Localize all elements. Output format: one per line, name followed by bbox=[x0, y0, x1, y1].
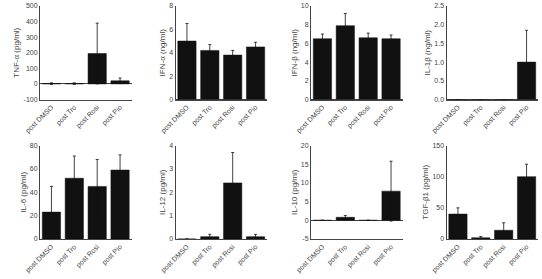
svg-text:0: 0 bbox=[169, 235, 173, 242]
svg-text:post Pio: post Pio bbox=[507, 104, 531, 128]
svg-text:IFN-β (ng/ml): IFN-β (ng/ml) bbox=[290, 29, 299, 77]
svg-text:300: 300 bbox=[26, 34, 38, 41]
svg-text:post Tro: post Tro bbox=[326, 243, 350, 267]
svg-text:post Tro: post Tro bbox=[55, 243, 79, 267]
svg-text:8: 8 bbox=[305, 21, 309, 28]
svg-text:150: 150 bbox=[432, 142, 444, 149]
svg-text:-5: -5 bbox=[302, 235, 308, 242]
svg-text:400: 400 bbox=[26, 18, 38, 25]
svg-text:post Tro: post Tro bbox=[190, 104, 214, 128]
svg-text:2.0: 2.0 bbox=[434, 21, 444, 28]
svg-text:post Pio: post Pio bbox=[371, 104, 395, 128]
svg-text:3: 3 bbox=[169, 165, 173, 172]
svg-text:post Rosi: post Rosi bbox=[210, 243, 237, 270]
svg-text:2: 2 bbox=[169, 189, 173, 196]
svg-text:post Rosi: post Rosi bbox=[346, 103, 373, 130]
svg-text:post Pio: post Pio bbox=[236, 104, 260, 128]
svg-text:post DMSO: post DMSO bbox=[24, 103, 56, 135]
svg-text:0.0: 0.0 bbox=[434, 96, 444, 103]
svg-text:IL-10 (pg/ml): IL-10 (pg/ml) bbox=[290, 169, 299, 215]
svg-text:post DMSO: post DMSO bbox=[160, 103, 192, 135]
svg-text:IFN-α (ng/ml): IFN-α (ng/ml) bbox=[158, 29, 167, 77]
svg-text:post Tro: post Tro bbox=[190, 243, 214, 267]
svg-text:20: 20 bbox=[30, 212, 38, 219]
svg-text:20: 20 bbox=[301, 142, 309, 149]
svg-text:post Tro: post Tro bbox=[461, 104, 485, 128]
svg-text:-100: -100 bbox=[24, 96, 38, 103]
svg-text:post DMSO: post DMSO bbox=[295, 103, 327, 135]
svg-text:post Pio: post Pio bbox=[371, 243, 395, 267]
svg-text:10: 10 bbox=[301, 179, 309, 186]
svg-text:100: 100 bbox=[26, 65, 38, 72]
svg-text:4: 4 bbox=[169, 142, 173, 149]
svg-text:0: 0 bbox=[34, 80, 38, 87]
svg-text:post Pio: post Pio bbox=[100, 243, 124, 267]
svg-text:6: 6 bbox=[169, 26, 173, 33]
svg-text:2.5: 2.5 bbox=[434, 2, 444, 9]
svg-text:IL-1β (ng/ml): IL-1β (ng/ml) bbox=[423, 30, 432, 76]
svg-text:IL-6 (pg/ml): IL-6 (pg/ml) bbox=[19, 171, 28, 212]
svg-text:6: 6 bbox=[305, 40, 309, 47]
svg-text:15: 15 bbox=[301, 161, 309, 168]
svg-text:IL-12 (pg/ml): IL-12 (pg/ml) bbox=[158, 169, 167, 215]
svg-text:0.5: 0.5 bbox=[434, 77, 444, 84]
svg-text:post Rosi: post Rosi bbox=[346, 243, 373, 270]
svg-text:TGF-β1 (pg/ml): TGF-β1 (pg/ml) bbox=[421, 165, 430, 220]
svg-text:4: 4 bbox=[305, 59, 309, 66]
svg-text:1.5: 1.5 bbox=[434, 40, 444, 47]
svg-text:4: 4 bbox=[169, 49, 173, 56]
svg-text:2: 2 bbox=[169, 73, 173, 80]
svg-text:5: 5 bbox=[305, 198, 309, 205]
svg-text:1: 1 bbox=[169, 212, 173, 219]
svg-text:post DMSO: post DMSO bbox=[431, 103, 463, 135]
svg-text:post Rosi: post Rosi bbox=[481, 103, 508, 130]
svg-text:post Rosi: post Rosi bbox=[210, 103, 237, 130]
svg-text:post Rosi: post Rosi bbox=[75, 243, 102, 270]
svg-text:0: 0 bbox=[440, 235, 444, 242]
svg-text:post DMSO: post DMSO bbox=[24, 243, 56, 275]
svg-text:0: 0 bbox=[305, 96, 309, 103]
svg-text:post DMSO: post DMSO bbox=[160, 243, 192, 275]
svg-text:8: 8 bbox=[169, 2, 173, 9]
svg-text:post Pio: post Pio bbox=[236, 243, 260, 267]
svg-text:TNF-α (pg/ml): TNF-α (pg/ml) bbox=[12, 27, 21, 77]
svg-text:0: 0 bbox=[34, 235, 38, 242]
svg-text:200: 200 bbox=[26, 49, 38, 56]
svg-text:1.0: 1.0 bbox=[434, 59, 444, 66]
svg-text:0: 0 bbox=[169, 96, 173, 103]
svg-text:post Tro: post Tro bbox=[326, 104, 350, 128]
svg-text:60: 60 bbox=[30, 165, 38, 172]
svg-text:post Tro: post Tro bbox=[55, 104, 79, 128]
svg-text:10: 10 bbox=[301, 2, 309, 9]
svg-text:post DMSO: post DMSO bbox=[431, 243, 463, 275]
svg-text:80: 80 bbox=[30, 142, 38, 149]
svg-text:post Rosi: post Rosi bbox=[481, 243, 508, 270]
svg-text:0: 0 bbox=[305, 217, 309, 224]
svg-text:50: 50 bbox=[436, 204, 444, 211]
svg-text:post Pio: post Pio bbox=[100, 104, 124, 128]
svg-text:post DMSO: post DMSO bbox=[295, 243, 327, 275]
svg-text:40: 40 bbox=[30, 189, 38, 196]
svg-text:2: 2 bbox=[305, 77, 309, 84]
svg-text:post Pio: post Pio bbox=[507, 243, 531, 267]
svg-text:500: 500 bbox=[26, 2, 38, 9]
svg-text:100: 100 bbox=[432, 173, 444, 180]
svg-text:post Tro: post Tro bbox=[461, 243, 485, 267]
svg-text:post Rosi: post Rosi bbox=[75, 103, 102, 130]
